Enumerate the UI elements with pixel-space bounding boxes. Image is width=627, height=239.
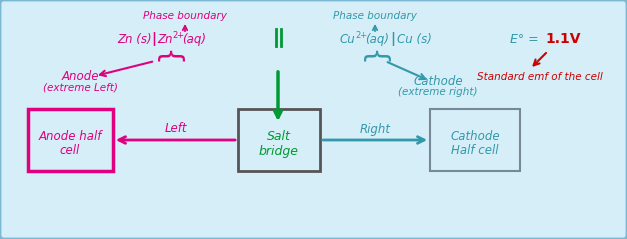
Text: Anode: Anode: [61, 70, 98, 82]
Text: Left: Left: [165, 123, 187, 136]
Text: E° =: E° =: [510, 33, 539, 45]
Text: Cu (s): Cu (s): [397, 33, 432, 45]
Text: Phase boundary: Phase boundary: [333, 11, 417, 21]
FancyBboxPatch shape: [28, 109, 113, 171]
Text: |: |: [152, 32, 157, 46]
Text: (aq): (aq): [365, 33, 389, 45]
Text: Zn: Zn: [157, 33, 172, 45]
Text: Cathode: Cathode: [450, 130, 500, 142]
Text: Phase boundary: Phase boundary: [143, 11, 227, 21]
Text: bridge: bridge: [259, 145, 299, 158]
Text: |: |: [391, 32, 396, 46]
Text: 2+: 2+: [172, 31, 184, 39]
FancyBboxPatch shape: [238, 109, 320, 171]
Text: (extreme Left): (extreme Left): [43, 82, 117, 92]
Text: (extreme right): (extreme right): [398, 87, 478, 97]
Text: Cathode: Cathode: [413, 75, 463, 87]
Text: }: }: [361, 43, 389, 61]
Text: 2+: 2+: [355, 31, 367, 39]
Text: Standard emf of the cell: Standard emf of the cell: [477, 72, 603, 82]
Text: Zn (s): Zn (s): [117, 33, 152, 45]
Text: Anode half: Anode half: [38, 130, 102, 142]
Text: }: }: [156, 43, 184, 61]
Text: Half cell: Half cell: [451, 145, 498, 158]
FancyBboxPatch shape: [430, 109, 520, 171]
Text: Cu: Cu: [340, 33, 356, 45]
Text: Right: Right: [359, 123, 391, 136]
Text: (aq): (aq): [182, 33, 206, 45]
Text: Salt: Salt: [267, 130, 291, 142]
Text: cell: cell: [60, 145, 80, 158]
Text: 1.1V: 1.1V: [545, 32, 581, 46]
